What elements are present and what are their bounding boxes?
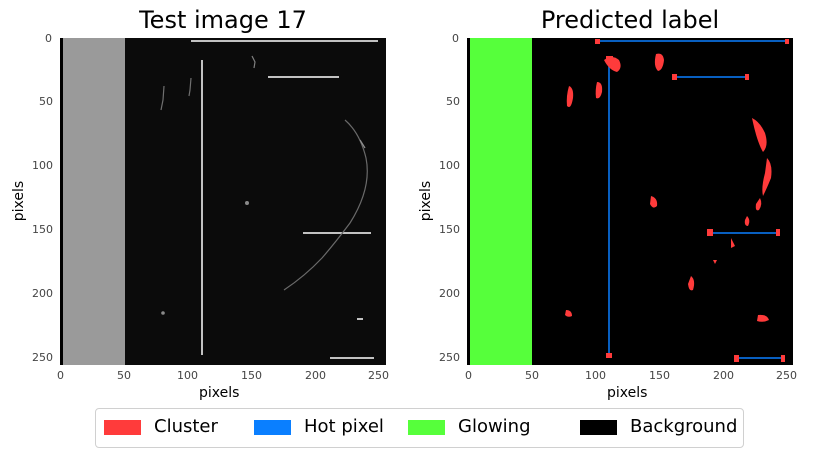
legend: Cluster Hot pixel Glowing Background bbox=[95, 408, 744, 448]
cluster-swatch bbox=[104, 420, 141, 435]
legend-label: Hot pixel bbox=[304, 416, 384, 437]
right-ytick: 250 bbox=[439, 351, 460, 364]
glowing-swatch bbox=[408, 420, 445, 435]
hot-pixel-swatch bbox=[254, 420, 291, 435]
right-panel-title: Predicted label bbox=[540, 6, 720, 34]
left-xtick: 250 bbox=[368, 369, 389, 382]
right-xlabel: pixels bbox=[607, 385, 648, 401]
left-xtick: 200 bbox=[305, 369, 326, 382]
left-ylabel: pixels bbox=[11, 180, 27, 222]
left-ytick: 100 bbox=[32, 159, 53, 172]
right-xtick: 150 bbox=[649, 369, 670, 382]
right-ytick: 100 bbox=[439, 159, 460, 172]
right-xtick: 0 bbox=[465, 369, 472, 382]
legend-label: Cluster bbox=[154, 416, 218, 437]
right-xtick: 200 bbox=[713, 369, 734, 382]
left-xtick: 150 bbox=[241, 369, 262, 382]
left-ytick: 150 bbox=[32, 223, 53, 236]
left-xlabel: pixels bbox=[199, 385, 240, 401]
predicted-label-image bbox=[467, 38, 793, 365]
left-xtick: 100 bbox=[177, 369, 198, 382]
right-ytick: 0 bbox=[452, 32, 459, 45]
right-xtick: 50 bbox=[525, 369, 539, 382]
right-ytick: 50 bbox=[446, 95, 460, 108]
legend-label: Glowing bbox=[458, 416, 531, 437]
test-image bbox=[60, 38, 386, 365]
left-ytick: 0 bbox=[45, 32, 52, 45]
legend-label: Background bbox=[630, 416, 738, 437]
right-xtick: 250 bbox=[776, 369, 797, 382]
right-xtick: 100 bbox=[585, 369, 606, 382]
left-panel-title: Test image 17 bbox=[139, 6, 307, 34]
right-ytick: 200 bbox=[439, 287, 460, 300]
predicted-label-svg bbox=[467, 38, 793, 365]
background-swatch bbox=[580, 420, 617, 435]
left-xtick: 50 bbox=[117, 369, 131, 382]
test-image-svg bbox=[60, 38, 386, 365]
left-xtick: 0 bbox=[57, 369, 64, 382]
left-ytick: 50 bbox=[39, 95, 53, 108]
right-ylabel: pixels bbox=[418, 180, 434, 222]
right-ytick: 150 bbox=[439, 223, 460, 236]
left-ytick: 200 bbox=[32, 287, 53, 300]
left-ytick: 250 bbox=[32, 351, 53, 364]
